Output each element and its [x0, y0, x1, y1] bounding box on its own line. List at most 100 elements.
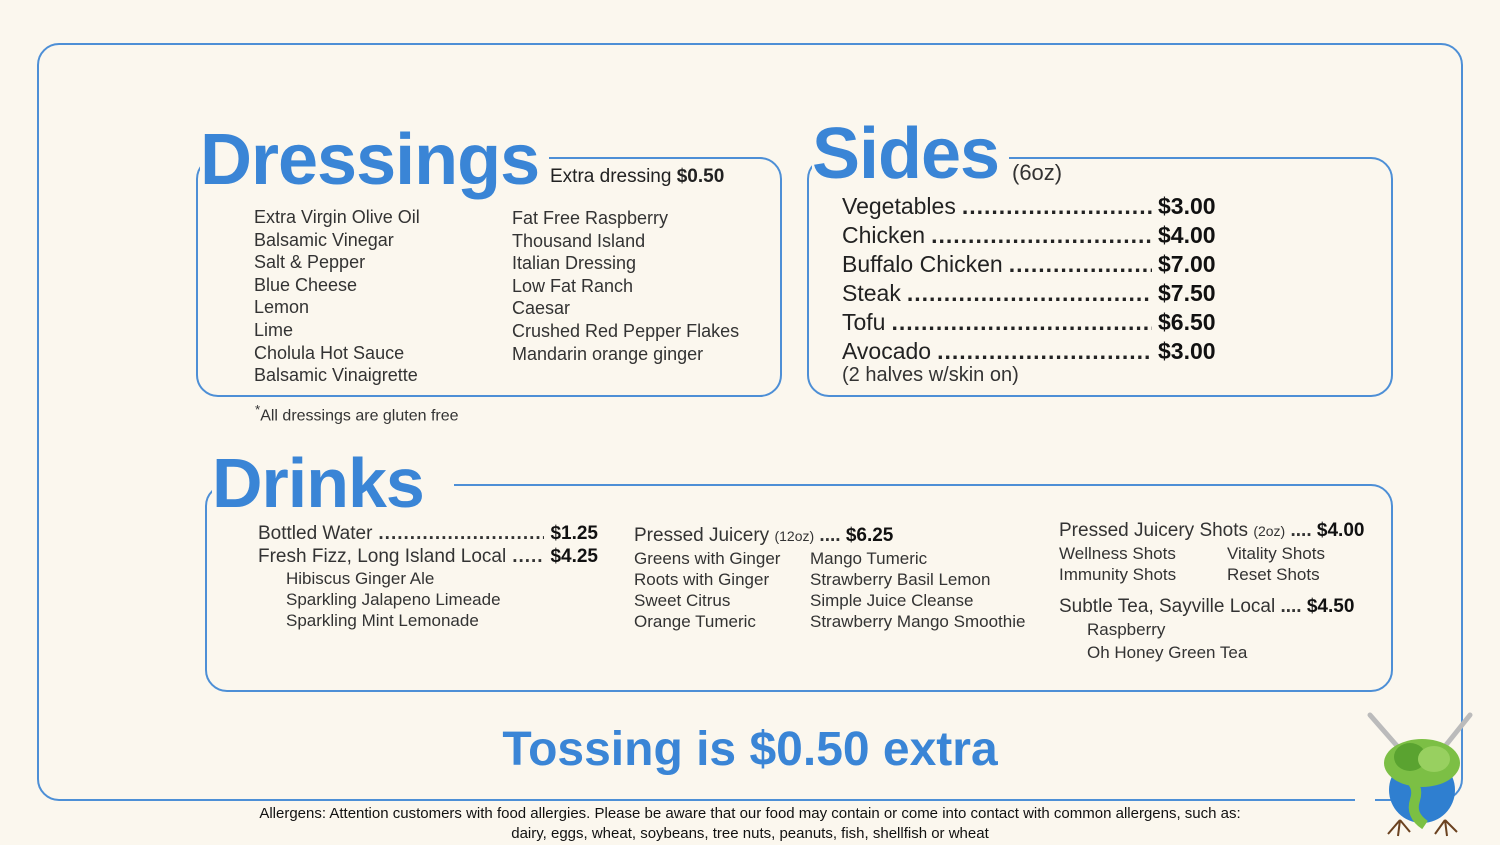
item-price: $6.50 — [1158, 309, 1216, 335]
drinks-col-c: Pressed Juicery Shots (2oz) .... $4.00 W… — [1059, 519, 1389, 664]
allergens-line1: Allergens: Attention customers with food… — [259, 805, 1241, 822]
dressings-col1: Extra Virgin Olive Oil Balsamic Vinegar Sa… — [254, 206, 420, 387]
item-price: $3.00 — [1158, 193, 1216, 219]
dressing-item: Crushed Red Pepper Flakes — [512, 320, 740, 341]
allergens-notice: Allergens: Attention customers with food… — [0, 804, 1500, 844]
item-name: Vegetables — [842, 193, 956, 219]
dressing-item: Lime — [254, 319, 294, 340]
sides-size: (6oz) — [1008, 160, 1067, 186]
tea-flavors: Raspberry Oh Honey Green Tea — [1059, 618, 1389, 664]
extra-dressing: Extra dressing $0.50 — [550, 166, 729, 188]
item-name: Tofu — [842, 309, 886, 335]
dressing-item: Balsamic Vinaigrette — [254, 365, 418, 386]
item-price: $4.00 — [1316, 520, 1365, 541]
footnote-text: All dressings are gluten free — [260, 407, 459, 425]
side-item: Buffalo Chicken $7.00 — [842, 250, 1222, 279]
item-name: Pressed Juicery Shots — [1059, 520, 1249, 541]
bottled-water: Bottled Water $1.25 — [258, 522, 598, 545]
item-name: Bottled Water — [258, 523, 373, 544]
item-name: Subtle Tea, Sayville Local — [1059, 596, 1276, 617]
subtle-tea: Subtle Tea, Sayville Local .... $4.50 — [1059, 596, 1355, 617]
item-size: (12oz) — [774, 528, 815, 544]
dressing-item: Salt & Pepper — [254, 252, 366, 273]
dressing-item: Extra Virgin Olive Oil — [254, 207, 420, 227]
side-item: Tofu $6.50 — [842, 308, 1222, 337]
item-price: $4.00 — [1158, 222, 1216, 248]
juice-flavor: Simple Juice Cleanse — [810, 591, 974, 610]
side-item: Steak $7.50 — [842, 279, 1222, 308]
shot-flavor: Immunity Shots — [1059, 565, 1177, 584]
item-name: Fresh Fizz, Long Island Local — [258, 546, 507, 567]
side-item: Chicken $4.00 — [842, 221, 1222, 250]
avocado-note: (2 halves w/skin on) — [842, 364, 1019, 386]
dressing-item: Lemon — [254, 297, 310, 318]
item-price: $7.00 — [1158, 251, 1216, 277]
dressing-item: Balsamic Vinegar — [254, 229, 394, 250]
dressings-title: Dressings — [200, 124, 550, 196]
shot-flavor: Reset Shots — [1227, 565, 1320, 584]
allergens-line2: dairy, eggs, wheat, soybeans, tree nuts,… — [511, 825, 989, 842]
dressing-item: Caesar — [512, 298, 571, 319]
dressing-item: Fat Free Raspberry — [512, 208, 669, 228]
tossing-note: Tossing is $0.50 extra — [502, 723, 998, 776]
dressing-item: Italian Dressing — [512, 253, 637, 274]
item-price: $4.25 — [550, 546, 598, 567]
juice-flavor: Sweet Citrus — [634, 591, 731, 610]
dressing-item: Thousand Island — [512, 230, 646, 251]
salad-globe-logo-icon — [1367, 712, 1473, 837]
fizz-flavor: Sparkling Mint Lemonade — [286, 611, 479, 630]
item-name: Chicken — [842, 222, 926, 248]
item-name: Avocado — [842, 338, 932, 364]
dressing-item: Cholula Hot Sauce — [254, 342, 405, 363]
juicery-col2: Mango Tumeric Strawberry Basil Lemon Simpl… — [810, 548, 1025, 632]
fizz-flavor: Hibiscus Ginger Ale — [286, 569, 435, 588]
logo — [1360, 705, 1485, 840]
dressing-item: Low Fat Ranch — [512, 275, 634, 296]
dressing-item: Blue Cheese — [254, 274, 358, 295]
side-item: Avocado $3.00 — [842, 337, 1222, 366]
shot-flavor: Vitality Shots — [1227, 544, 1325, 563]
juicery-col1: Greens with Ginger Roots with Ginger Sweet… — [634, 548, 810, 632]
shot-flavor: Wellness Shots — [1059, 544, 1176, 563]
shots-col2: Vitality Shots Reset Shots — [1227, 543, 1325, 585]
sides-box — [807, 157, 1393, 397]
fizz-flavors: Hibiscus Ginger Ale Sparkling Jalapeno Li… — [258, 568, 598, 631]
drinks-col-a: Bottled Water $1.25 Fresh Fizz, Long Isla… — [258, 522, 598, 631]
item-price: $7.50 — [1158, 280, 1216, 306]
pressed-juicery: Pressed Juicery (12oz) .... $6.25 — [634, 525, 894, 546]
item-price: $6.25 — [845, 525, 894, 546]
extra-dressing-label: Extra dressing — [550, 166, 672, 187]
item-price: $3.00 — [1158, 338, 1216, 364]
pressed-juicery-shots: Pressed Juicery Shots (2oz) .... $4.00 — [1059, 520, 1365, 541]
juice-flavor: Orange Tumeric — [634, 612, 756, 631]
item-name: Buffalo Chicken — [842, 251, 1003, 277]
dressings-col2: Fat Free Raspberry Thousand Island Italian… — [512, 207, 739, 365]
tea-flavor: Oh Honey Green Tea — [1087, 643, 1248, 662]
juice-flavor: Mango Tumeric — [810, 549, 928, 568]
extra-dressing-price: $0.50 — [676, 166, 725, 187]
sides-title: Sides — [812, 118, 1010, 190]
tea-flavor: Raspberry — [1087, 620, 1166, 639]
dressing-item: Mandarin orange ginger — [512, 343, 704, 364]
frame-gap — [1355, 792, 1375, 806]
juice-flavor: Greens with Ginger — [634, 549, 781, 568]
dressings-footnote: *All dressings are gluten free — [255, 402, 459, 425]
drinks-box — [205, 484, 1393, 692]
drinks-col-b: Pressed Juicery (12oz) .... $6.25 Greens… — [634, 524, 1044, 632]
side-item: Vegetables $3.00 — [842, 192, 1222, 221]
juice-flavor: Strawberry Basil Lemon — [810, 570, 991, 589]
fresh-fizz: Fresh Fizz, Long Island Local $4.25 — [258, 545, 598, 568]
fizz-flavor: Sparkling Jalapeno Limeade — [286, 590, 501, 609]
footnote-mark: * — [255, 402, 261, 417]
item-price: $1.25 — [550, 523, 598, 544]
item-price: $4.50 — [1306, 596, 1355, 617]
drinks-title: Drinks — [212, 448, 454, 518]
item-name: Steak — [842, 280, 901, 306]
menu-frame — [37, 43, 1463, 801]
item-name: Pressed Juicery — [634, 525, 770, 546]
shots-col1: Wellness Shots Immunity Shots — [1059, 543, 1227, 585]
juice-flavor: Strawberry Mango Smoothie — [810, 612, 1026, 631]
juice-flavor: Roots with Ginger — [634, 570, 770, 589]
item-size: (2oz) — [1253, 523, 1286, 539]
